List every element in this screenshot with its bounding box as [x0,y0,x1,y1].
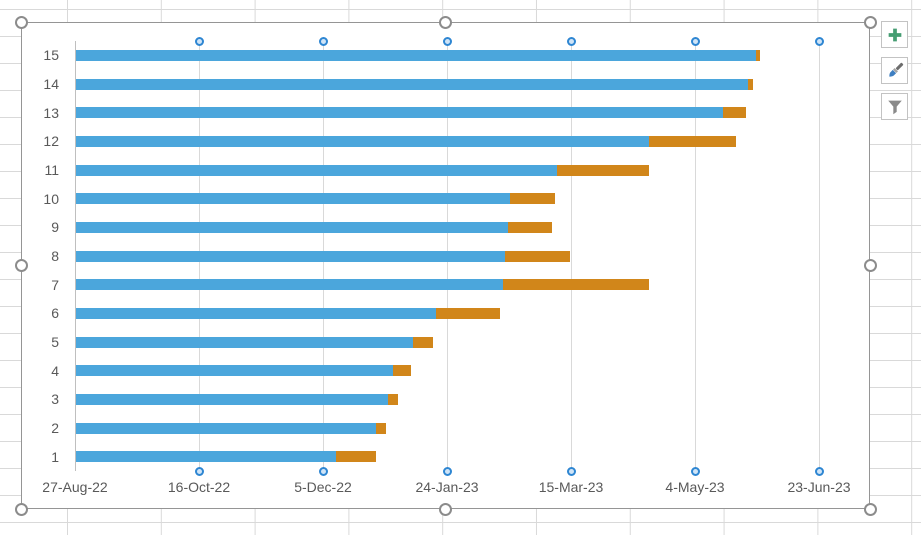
y-axis-label: 1 [51,448,59,465]
gridline-selection-handle[interactable] [690,466,700,476]
plus-icon [884,24,906,46]
y-axis-line [75,41,76,471]
funnel-icon [884,96,906,118]
y-axis-label: 7 [51,276,59,293]
bar-offset-segment[interactable] [76,451,337,463]
bar-offset-segment[interactable] [76,422,377,434]
gridline-selection-handle[interactable] [442,36,452,46]
bar-offset-segment[interactable] [76,135,649,147]
bar-offset-segment[interactable] [76,307,436,319]
gridline-selection-handle[interactable] [318,36,328,46]
bar-duration-segment[interactable] [748,78,754,90]
chart-elements-button[interactable] [881,21,908,48]
y-axis-label: 9 [51,219,59,236]
chart-filters-button[interactable] [881,93,908,120]
chart-resize-handle[interactable] [14,15,28,29]
bar-duration-segment[interactable] [336,451,377,463]
x-axis-label: 27-Aug-22 [42,479,108,495]
gridline-selection-handle[interactable] [566,466,576,476]
chart-resize-handle[interactable] [863,15,877,29]
bar-offset-segment[interactable] [76,221,508,233]
y-axis-label: 13 [43,104,59,121]
gridline-selection-handle[interactable] [690,36,700,46]
y-axis-label: 11 [44,162,59,178]
chart-resize-handle[interactable] [863,502,877,516]
y-axis-label: 2 [51,420,59,436]
chart-resize-handle[interactable] [14,259,28,272]
y-axis-label: 4 [51,362,59,379]
bar-duration-segment[interactable] [376,422,386,434]
gridline-selection-handle[interactable] [194,466,204,476]
bar-offset-segment[interactable] [76,107,724,119]
y-axis-label: 14 [43,76,59,92]
gridline-selection-handle[interactable] [814,36,824,46]
chart-resize-handle[interactable] [14,502,28,516]
gridline-selection-handle[interactable] [442,466,452,476]
x-axis-label: 4-May-23 [665,479,725,495]
major-gridline[interactable] [695,41,696,471]
bar-offset-segment[interactable] [76,49,756,61]
bar-offset-segment[interactable] [76,336,414,348]
chart-resize-handle[interactable] [863,259,877,272]
bar-offset-segment[interactable] [76,250,506,262]
x-axis-label: 5-Dec-22 [294,479,352,495]
y-axis-label: 12 [43,133,59,150]
bar-duration-segment[interactable] [557,164,649,176]
x-axis-label: 24-Jan-23 [415,479,479,495]
bar-duration-segment[interactable] [507,221,553,233]
major-gridline[interactable] [819,41,820,471]
bar-duration-segment[interactable] [502,279,649,291]
y-axis-label: 15 [43,47,59,64]
bar-duration-segment[interactable] [648,135,736,147]
bar-offset-segment[interactable] [76,78,749,90]
paintbrush-icon [884,60,906,82]
gridline-selection-handle[interactable] [566,36,576,46]
bar-duration-segment[interactable] [723,107,746,119]
bar-offset-segment[interactable] [76,365,394,377]
y-axis-label: 5 [51,334,59,350]
bar-duration-segment[interactable] [393,365,411,377]
bar-duration-segment[interactable] [505,250,570,262]
bar-offset-segment[interactable] [76,164,558,176]
y-axis-label: 3 [51,391,59,408]
chart-resize-handle[interactable] [439,15,452,29]
x-axis-label: 15-Mar-23 [538,479,604,495]
x-axis-label: 23-Jun-23 [787,479,851,495]
gridline-selection-handle[interactable] [318,466,328,476]
chart-area[interactable]: 15 14 13 12 11 10 9 8 7 6 5 4 3 2 1 27-Aug-22 16-Oct-22 5… [14,15,877,516]
y-axis-label: 8 [51,248,59,264]
gridline-selection-handle[interactable] [194,36,204,46]
bar-offset-segment[interactable] [76,193,510,205]
chart-styles-button[interactable] [881,57,908,84]
x-axis-label: 16-Oct-22 [167,479,231,495]
major-gridline[interactable] [571,41,572,471]
bar-duration-segment[interactable] [413,336,434,348]
bar-duration-segment[interactable] [435,307,501,319]
bar-duration-segment[interactable] [755,49,761,61]
gridline-selection-handle[interactable] [814,466,824,476]
bar-duration-segment[interactable] [510,193,555,205]
bar-offset-segment[interactable] [76,279,503,291]
chart-resize-handle[interactable] [439,502,452,516]
y-axis-label: 10 [43,190,59,207]
bar-duration-segment[interactable] [388,393,399,405]
bar-offset-segment[interactable] [76,393,389,405]
y-axis-label: 6 [51,305,59,322]
